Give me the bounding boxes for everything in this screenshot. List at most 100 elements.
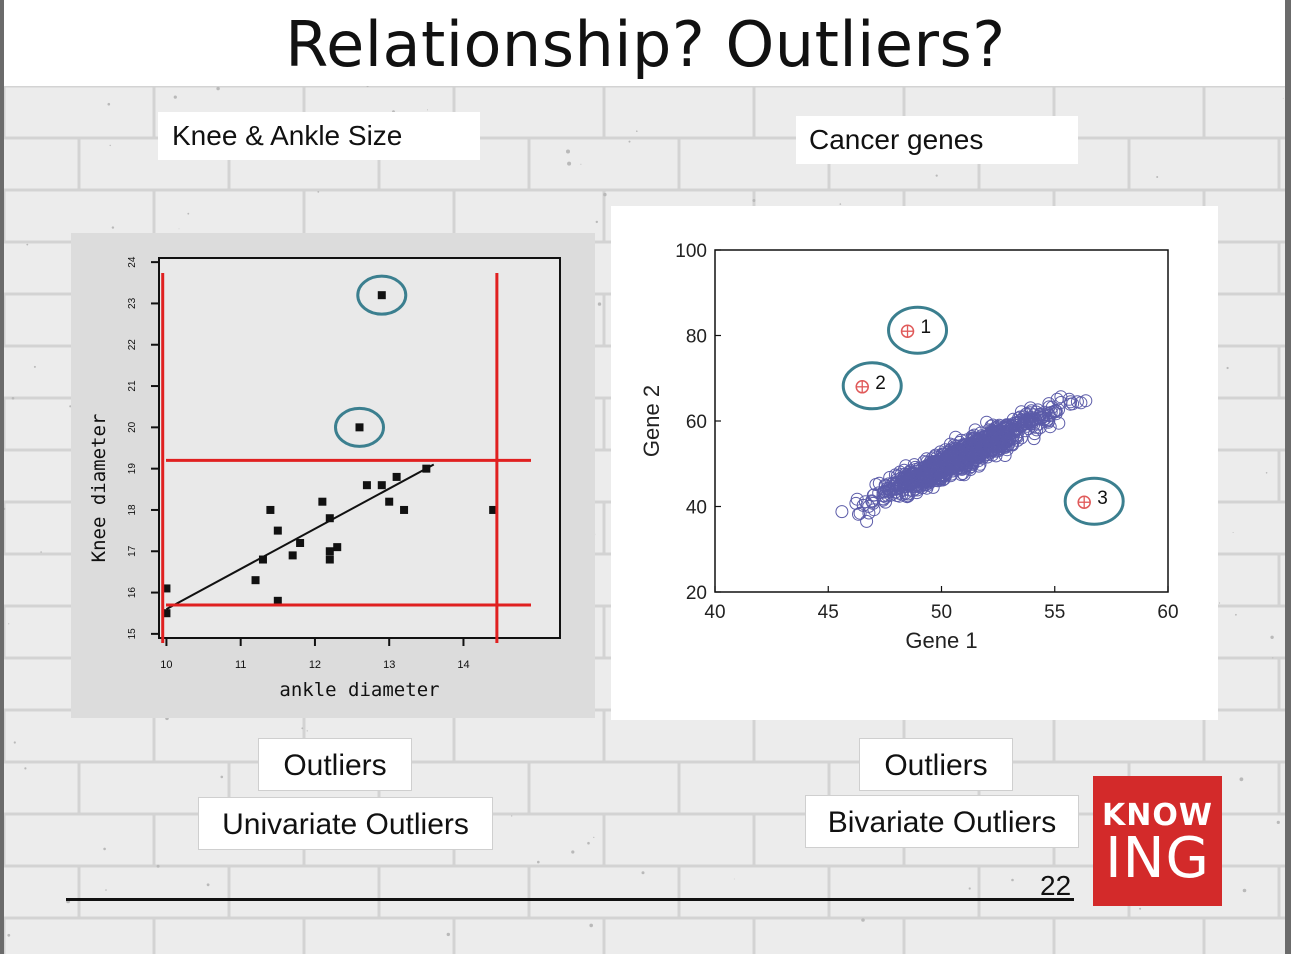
wall-speck: [537, 860, 540, 864]
point-cluster: [835, 390, 1093, 528]
outlier-label: 2: [875, 373, 886, 394]
data-point: [1042, 397, 1056, 411]
data-point: [951, 453, 965, 466]
data-point: [987, 437, 1000, 451]
wall-speck: [111, 226, 115, 229]
outlier-circle: [1063, 476, 1125, 526]
wall-speck: [1218, 602, 1221, 604]
data-point: [999, 419, 1013, 433]
wall-speck: [1265, 472, 1268, 474]
data-point: [897, 463, 911, 477]
data-point: [1038, 412, 1052, 426]
data-point: [385, 497, 394, 506]
x-tick-label: 50: [931, 602, 952, 623]
x-tick-label: 40: [704, 602, 725, 623]
data-point: [973, 439, 987, 453]
wall-speck: [8, 623, 10, 625]
y-tick-label: 24: [127, 256, 138, 268]
y-axis-label: Gene 2: [639, 385, 664, 457]
wall-speck: [511, 815, 513, 817]
data-point: [1015, 418, 1029, 432]
wall-speck: [597, 302, 602, 306]
data-point: [377, 481, 386, 490]
wall-speck: [1272, 657, 1274, 659]
outlier-label: 1: [921, 317, 932, 338]
outlier-circle: [841, 361, 903, 411]
data-point: [273, 596, 282, 605]
wall-speck: [33, 365, 36, 368]
y-tick-label: 60: [686, 412, 707, 433]
data-point: [355, 423, 364, 432]
wall-speck: [427, 109, 428, 111]
outlier-circle: [356, 274, 408, 316]
data-point: [1009, 430, 1023, 444]
wall-speck: [156, 864, 160, 868]
y-tick-label: 16: [127, 587, 138, 599]
y-tick-label: 80: [686, 327, 707, 348]
logo-know-text: KNOW: [1102, 798, 1213, 833]
data-point: [392, 472, 401, 481]
wall-speck: [13, 741, 16, 744]
wall-speck: [628, 140, 631, 143]
y-tick-label: 17: [127, 545, 138, 557]
data-point: [909, 482, 922, 496]
wall-speck: [968, 887, 971, 890]
wall-speck: [4, 507, 6, 510]
footer-rule: [66, 898, 1074, 901]
y-tick-label: 40: [686, 498, 707, 519]
univariate-outliers-label: Univariate Outliers: [198, 797, 493, 850]
data-point: [1079, 394, 1093, 408]
wall-speck: [595, 220, 598, 224]
x-tick-label: 60: [1157, 602, 1178, 623]
outlier-circle: [334, 406, 385, 448]
y-tick-label: 18: [127, 504, 138, 516]
data-point: [997, 421, 1011, 435]
x-tick-label: 14: [457, 659, 469, 671]
data-point: [858, 495, 872, 509]
wall-speck: [1232, 532, 1234, 533]
wall-speck: [446, 932, 450, 937]
wall-speck: [1276, 820, 1280, 825]
wall-speck: [40, 551, 42, 553]
plot-area: [158, 257, 561, 639]
wall-speck: [7, 933, 11, 937]
wall-speck: [603, 192, 607, 197]
data-point: [865, 495, 879, 509]
wall-speck: [220, 775, 224, 779]
data-point: [989, 423, 1003, 437]
data-point: [866, 488, 880, 502]
data-point: [333, 543, 342, 552]
data-point: [977, 430, 991, 444]
wall-speck: [566, 149, 570, 154]
wall-speck: [26, 243, 29, 246]
data-point: [876, 485, 890, 499]
y-tick-label: 22: [127, 339, 138, 351]
left-caption: Knee & Ankle Size: [158, 112, 480, 160]
data-point: [318, 497, 327, 506]
data-point: [400, 505, 409, 514]
data-point: [1014, 431, 1028, 445]
x-axis-label: Gene 1: [905, 628, 977, 653]
y-tick-label: 15: [127, 628, 138, 640]
y-tick-label: 100: [675, 241, 707, 262]
data-point: [936, 457, 950, 471]
data-point: [932, 464, 946, 478]
knee-ankle-chart: 10 11 12 13 14 15 16 17 18 19 20 21 22 23 24 ankle diam…: [71, 233, 595, 718]
wall-speck: [733, 878, 735, 880]
wall-speck: [752, 199, 756, 202]
data-point: [1054, 390, 1068, 404]
data-point: [958, 456, 972, 470]
data-point: [1027, 408, 1041, 422]
data-point: [872, 476, 886, 490]
wall-speck: [109, 144, 111, 147]
wall-speck: [306, 730, 308, 732]
wall-speck: [105, 889, 107, 891]
regression-line: [165, 463, 435, 610]
bivariate-outliers-label: Bivariate Outliers: [805, 795, 1079, 848]
knowing-logo: KNOW ING: [1093, 776, 1222, 906]
outlier-label: 3: [1097, 488, 1108, 509]
y-tick-label: 20: [686, 583, 707, 604]
wall-speck: [216, 86, 220, 91]
data-point: [957, 438, 970, 451]
data-point: [1012, 415, 1026, 429]
